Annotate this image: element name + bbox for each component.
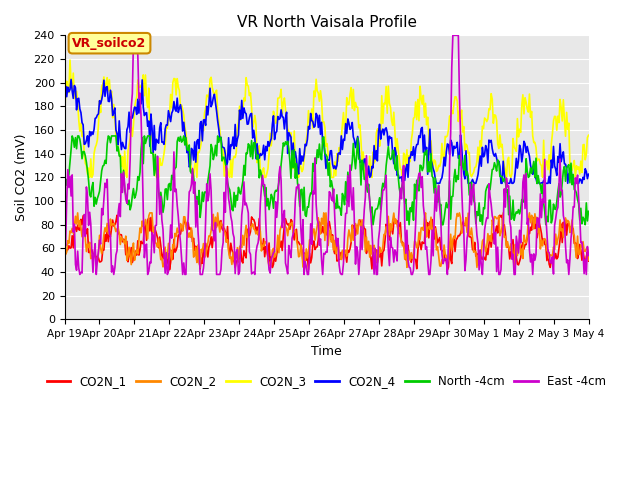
Title: VR North Vaisala Profile: VR North Vaisala Profile: [237, 15, 417, 30]
North -4cm: [369, 222, 377, 228]
North -4cm: [585, 208, 593, 214]
CO2N_1: [539, 239, 547, 245]
North -4cm: [283, 142, 291, 147]
CO2N_4: [539, 180, 547, 186]
East -4cm: [448, 64, 456, 70]
CO2N_3: [226, 175, 234, 180]
CO2N_4: [433, 180, 440, 186]
North -4cm: [448, 193, 456, 199]
CO2N_4: [355, 141, 363, 146]
CO2N_4: [67, 76, 75, 82]
CO2N_1: [448, 261, 456, 266]
CO2N_2: [284, 233, 292, 239]
CO2N_2: [539, 243, 547, 249]
CO2N_3: [585, 132, 593, 138]
East -4cm: [61, 237, 68, 242]
CO2N_2: [226, 255, 234, 261]
Legend: CO2N_1, CO2N_2, CO2N_3, CO2N_4, North -4cm, East -4cm: CO2N_1, CO2N_2, CO2N_3, CO2N_4, North -4…: [42, 371, 611, 393]
CO2N_4: [225, 135, 232, 141]
CO2N_3: [381, 101, 389, 107]
CO2N_2: [74, 210, 81, 216]
East -4cm: [585, 252, 593, 258]
CO2N_2: [585, 257, 593, 263]
Line: North -4cm: North -4cm: [65, 136, 589, 225]
CO2N_2: [356, 221, 364, 227]
CO2N_2: [196, 264, 204, 270]
CO2N_3: [284, 126, 292, 132]
CO2N_3: [448, 108, 456, 113]
CO2N_4: [283, 109, 291, 115]
North -4cm: [225, 184, 232, 190]
CO2N_3: [61, 115, 68, 121]
Line: East -4cm: East -4cm: [65, 36, 589, 275]
CO2N_1: [585, 258, 593, 264]
East -4cm: [76, 272, 84, 277]
CO2N_3: [539, 174, 547, 180]
CO2N_2: [448, 247, 456, 253]
Line: CO2N_2: CO2N_2: [65, 213, 589, 267]
North -4cm: [61, 192, 68, 198]
CO2N_1: [284, 222, 292, 228]
CO2N_1: [226, 253, 234, 259]
East -4cm: [381, 183, 389, 189]
CO2N_3: [86, 175, 93, 180]
East -4cm: [356, 254, 364, 260]
CO2N_2: [381, 232, 389, 238]
East -4cm: [284, 271, 292, 276]
CO2N_1: [356, 217, 364, 223]
North -4cm: [539, 181, 547, 187]
East -4cm: [226, 203, 234, 209]
North -4cm: [68, 133, 76, 139]
North -4cm: [355, 156, 363, 162]
CO2N_1: [381, 237, 389, 243]
CO2N_4: [61, 108, 68, 114]
CO2N_3: [66, 57, 74, 63]
CO2N_1: [166, 267, 173, 273]
CO2N_3: [356, 122, 364, 128]
East -4cm: [539, 196, 547, 202]
Text: VR_soilco2: VR_soilco2: [72, 36, 147, 50]
CO2N_1: [81, 212, 88, 218]
East -4cm: [131, 33, 138, 38]
Line: CO2N_4: CO2N_4: [65, 79, 589, 183]
North -4cm: [381, 178, 389, 184]
Line: CO2N_1: CO2N_1: [65, 215, 589, 270]
CO2N_1: [61, 240, 68, 246]
Y-axis label: Soil CO2 (mV): Soil CO2 (mV): [15, 133, 28, 221]
Line: CO2N_3: CO2N_3: [65, 60, 589, 178]
X-axis label: Time: Time: [311, 345, 342, 358]
CO2N_4: [380, 132, 388, 138]
CO2N_4: [448, 140, 456, 145]
CO2N_4: [585, 171, 593, 177]
CO2N_2: [61, 253, 68, 259]
